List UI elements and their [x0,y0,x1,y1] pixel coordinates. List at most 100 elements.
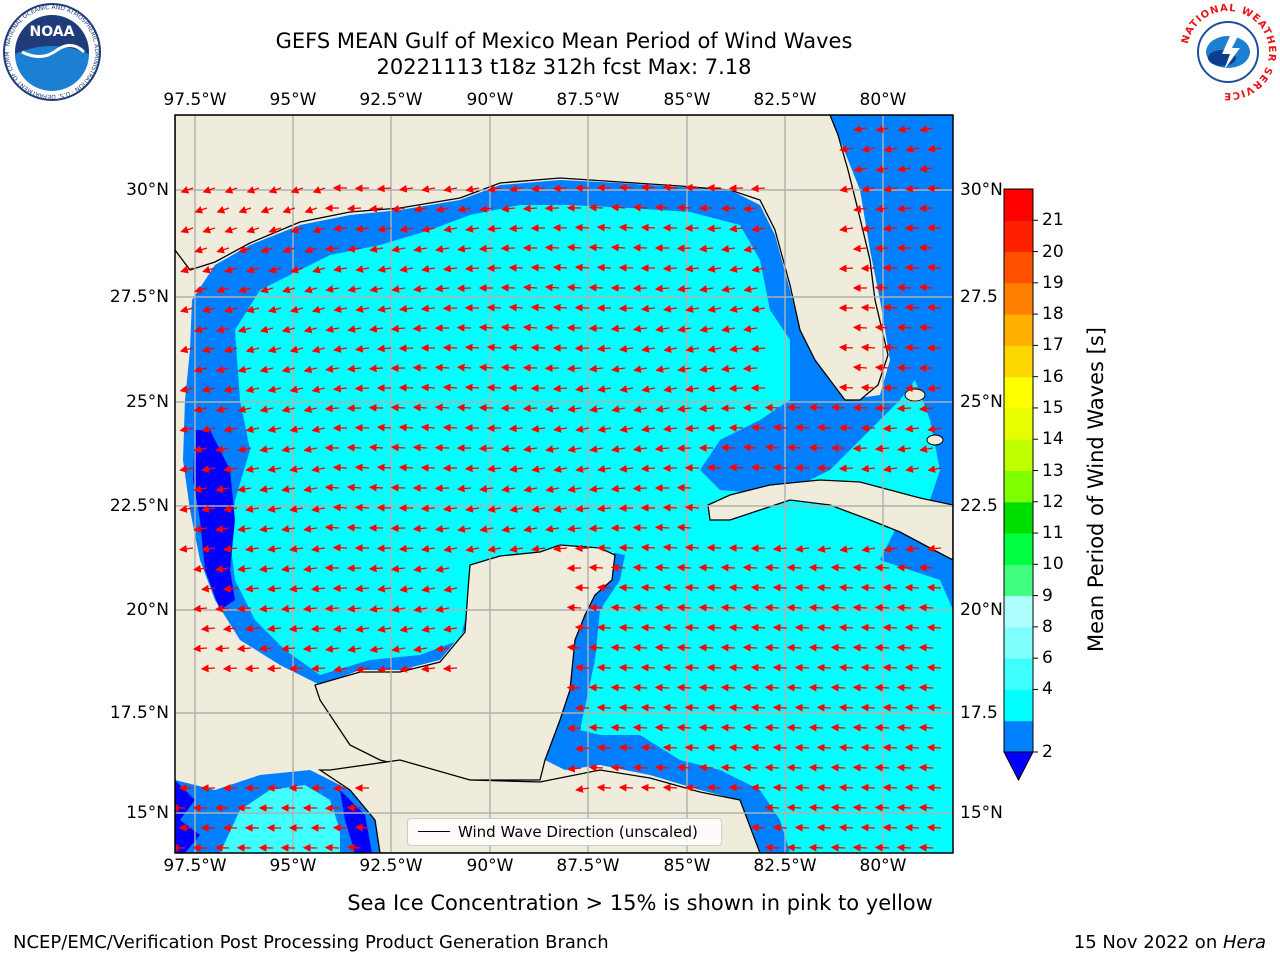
wind-wave-arrow [918,283,934,292]
wind-wave-arrow [509,505,524,513]
wind-wave-arrow [794,423,810,432]
wind-wave-arrow [268,265,282,274]
wind-wave-arrow [442,423,458,432]
wind-wave-arrow [874,723,890,732]
wind-wave-arrow [852,643,868,652]
wind-wave-arrow [706,663,722,672]
wind-wave-arrow [420,504,436,513]
wind-wave-arrow [685,305,700,313]
wind-wave-arrow [743,285,758,293]
wind-wave-arrow [245,385,260,394]
wind-wave-arrow [259,325,274,334]
wind-wave-arrow [596,504,612,513]
wind-wave-arrow [816,703,832,712]
wind-wave-arrow [728,743,744,752]
wind-wave-arrow [860,224,876,233]
wind-wave-arrow [640,703,656,712]
wind-wave-arrow [574,263,590,272]
wind-wave-arrow [530,263,546,272]
wind-wave-arrow [390,403,406,412]
lon-tick-bottom: 87.5°W [556,856,620,876]
wind-wave-arrow [443,545,458,553]
wind-wave-arrow [875,165,890,173]
wind-wave-arrow [750,623,766,632]
wind-wave-arrow [610,563,626,572]
wind-wave-arrow [926,303,942,312]
wind-wave-arrow [267,544,282,553]
wind-wave-arrow [640,464,656,473]
wind-wave-arrow [720,603,736,612]
wind-wave-arrow [354,463,370,472]
lat-tick-right: 27.5 [960,287,998,307]
wind-wave-arrow [610,643,626,652]
colorbar-tick-label: 16 [1042,366,1064,387]
wind-wave-arrow [574,223,590,232]
wind-wave-arrow [398,463,414,472]
wind-wave-arrow [282,206,296,214]
wind-wave-arrow [303,445,318,453]
wind-wave-arrow [486,343,502,352]
lat-tick-right: 22.5 [960,496,998,516]
wind-wave-arrow [662,183,678,192]
wind-wave-arrow [728,703,744,712]
wind-wave-arrow [676,404,692,413]
wind-wave-arrow [413,565,428,573]
wind-wave-arrow [684,424,700,433]
wind-wave-arrow [808,643,824,652]
wind-wave-arrow [500,444,516,453]
wind-wave-arrow [676,444,692,453]
wind-wave-arrow [486,224,502,233]
wind-wave-arrow [720,563,736,572]
wind-wave-arrow [311,465,326,473]
wind-wave-arrow [413,205,428,213]
wind-wave-arrow [926,384,942,393]
wind-wave-arrow [654,603,670,612]
wind-wave-arrow [698,244,714,253]
wind-wave-arrow [860,663,876,672]
map-frame [174,114,954,854]
wind-wave-arrow [260,206,274,214]
wind-wave-arrow [413,284,428,293]
wind-wave-arrow [830,843,846,852]
wind-wave-arrow [663,385,678,393]
wind-wave-arrow [852,723,868,732]
wind-wave-arrow [632,484,648,493]
wind-wave-arrow [706,623,722,632]
wind-wave-arrow [412,324,428,333]
wind-wave-arrow [618,703,634,712]
wind-wave-arrow [354,224,370,233]
wind-wave-arrow [764,683,780,692]
wind-wave-arrow [918,404,934,413]
lat-tick-left: 20°N [126,600,169,620]
wind-wave-arrow [633,444,648,453]
wind-wave-arrow [676,763,692,772]
wind-wave-arrow [883,465,898,473]
wind-wave-arrow [875,125,890,133]
wind-wave-arrow [398,544,414,553]
colorbar-segment [1004,533,1033,565]
colorbar-segment [1004,658,1033,690]
wind-wave-arrow [267,505,282,513]
wind-wave-arrow [632,723,648,732]
wind-wave-arrow [720,763,736,772]
wind-wave-arrow [435,524,450,533]
colorbar-segment [1004,189,1033,221]
wind-wave-arrow [442,504,458,513]
wind-wave-arrow [224,265,238,274]
wind-wave-arrow [281,445,296,453]
wind-wave-arrow [479,484,494,493]
wind-wave-arrow [816,663,832,672]
colorbar-segment [1004,251,1033,284]
wind-wave-arrow [706,224,722,233]
wind-wave-arrow [574,344,590,353]
wind-wave-arrow [632,284,648,293]
wind-wave-arrow [566,764,582,773]
wind-wave-arrow [434,363,450,372]
wind-wave-arrow [215,445,230,453]
wind-wave-arrow [237,405,252,414]
lon-tick-top: 82.5°W [753,90,817,110]
wind-wave-arrow [575,465,590,473]
wind-wave-arrow [332,624,348,633]
wind-wave-arrow [676,523,692,532]
wind-wave-arrow [742,364,758,373]
